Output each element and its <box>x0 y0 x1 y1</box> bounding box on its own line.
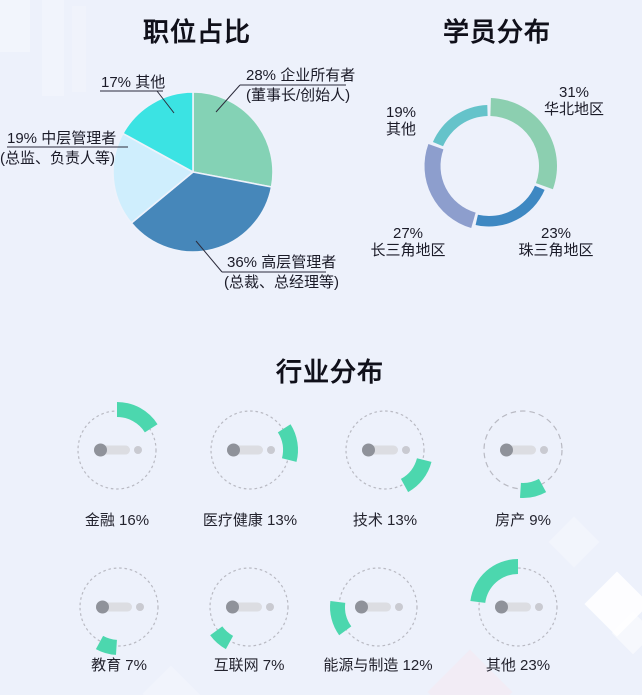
gauge-slider-handle <box>495 600 508 614</box>
gauge-slider-dot <box>136 603 144 611</box>
donut-label: 27% 长三角地区 <box>370 225 446 259</box>
gauge-value-arc[interactable] <box>470 559 518 603</box>
gauge-slider-handle <box>362 443 375 457</box>
gauge-value-arc[interactable] <box>95 635 117 655</box>
pie-leader-line <box>215 84 241 113</box>
industry-gauge-0[interactable] <box>67 400 167 500</box>
industry-gauge-7[interactable] <box>468 557 568 657</box>
gauge-value-arc[interactable] <box>210 626 234 650</box>
gauge-slider-dot <box>395 603 403 611</box>
position-pie-chart[interactable]: 28% 企业所有者 (董事长/创始人) 36% 高层管理者 (总裁、总经理等) 19% … <box>0 55 400 315</box>
gauge-slider-handle <box>96 600 109 614</box>
donut-segment-2[interactable] <box>424 143 476 229</box>
donut-label: 19% 其他 <box>386 104 417 138</box>
gauge-label: 医疗健康 13% <box>202 512 298 529</box>
gauge-slider-handle <box>94 443 107 457</box>
gauge-label: 能源与制造 12% <box>323 657 433 674</box>
donut-segment-1[interactable] <box>475 185 545 227</box>
gauge-slider-handle <box>227 443 240 457</box>
gauge-label: 互联网 7% <box>213 657 285 674</box>
pie-slice-3[interactable] <box>122 91 194 173</box>
position-chart-title: 职位占比 <box>142 17 251 47</box>
background-shape <box>0 0 30 52</box>
gauge-dashed-ring <box>79 567 159 647</box>
gauge-slider-dot <box>267 446 275 454</box>
pie-slice-1[interactable] <box>130 171 273 253</box>
gauge-value-arc[interactable] <box>400 458 432 493</box>
pie-slice-2[interactable] <box>112 132 194 224</box>
gauge-slider-handle <box>355 600 368 614</box>
gauge-value-arc[interactable] <box>330 600 352 636</box>
donut-segment-3[interactable] <box>432 105 488 147</box>
gauge-value-arc[interactable] <box>519 478 547 498</box>
industry-gauge-5[interactable] <box>199 557 299 657</box>
gauge-dashed-ring <box>338 567 418 647</box>
pie-sublabel: (总监、负责人等) <box>0 150 115 167</box>
pie-leader-line <box>156 90 175 114</box>
gauge-value-arc[interactable] <box>117 402 158 433</box>
gauge-slider-dot <box>134 446 142 454</box>
gauge-slider-dot <box>540 446 548 454</box>
gauge-value-arc[interactable] <box>277 424 298 462</box>
industry-chart-title: 行业分布 <box>275 357 384 387</box>
industry-gauge-2[interactable] <box>335 400 435 500</box>
pie-leader-line <box>195 240 223 273</box>
gauge-dashed-ring <box>209 567 289 647</box>
industry-gauge-6[interactable] <box>328 557 428 657</box>
donut-segment-0[interactable] <box>490 98 557 190</box>
pie-sublabel: (总裁、总经理等) <box>224 274 339 291</box>
gauge-dashed-ring <box>478 567 558 647</box>
donut-label: 31% 华北地区 <box>543 84 604 118</box>
gauge-slider-dot <box>266 603 274 611</box>
pie-label: 36% 高层管理者 <box>227 254 337 271</box>
gauge-label: 教育 7% <box>91 657 147 674</box>
industry-gauge-4[interactable] <box>69 557 169 657</box>
industry-gauge-grid[interactable]: 金融 16% 医疗健康 13% 技术 13% 房产 9% 教育 7% 互联网 7% 能源与制… <box>0 395 642 695</box>
gauge-label: 金融 16% <box>84 512 150 529</box>
pie-label: 19% 中层管理者 <box>7 130 117 147</box>
pie-label: 28% 企业所有者 <box>246 67 356 84</box>
gauge-slider-handle <box>500 443 513 457</box>
industry-gauge-3[interactable] <box>473 400 573 500</box>
pie-slice-0[interactable] <box>192 91 274 188</box>
gauge-dashed-ring <box>77 410 157 490</box>
pie-label: 17% 其他 <box>101 74 166 91</box>
gauge-slider-dot <box>535 603 543 611</box>
gauge-label: 其他 23% <box>485 657 551 674</box>
students-donut-chart[interactable]: 31% 华北地区 23% 珠三角地区 27% 长三角地区 19% 其他 <box>370 60 642 265</box>
gauge-label: 技术 13% <box>352 512 418 529</box>
gauge-label: 房产 9% <box>495 512 551 529</box>
pie-sublabel: (董事长/创始人) <box>246 87 351 104</box>
industry-gauge-1[interactable] <box>200 400 300 500</box>
gauge-dashed-ring <box>345 410 425 490</box>
students-chart-title: 学员分布 <box>442 17 551 47</box>
donut-label: 23% 珠三角地区 <box>518 225 594 259</box>
gauge-slider-handle <box>226 600 239 614</box>
gauge-slider-dot <box>402 446 410 454</box>
